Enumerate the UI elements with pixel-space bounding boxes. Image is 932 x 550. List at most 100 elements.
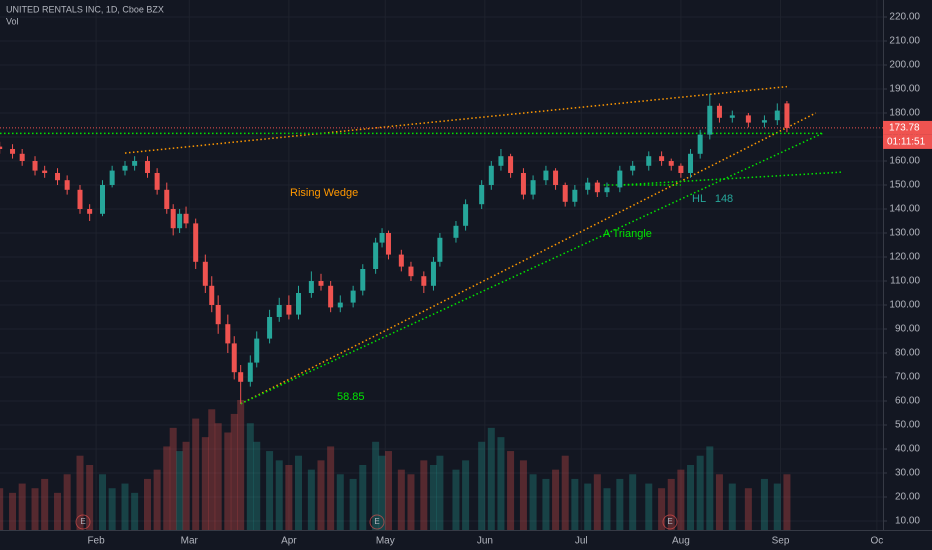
volume-bar: [131, 492, 139, 530]
volume-bar: [285, 465, 293, 530]
candle-body: [379, 232, 385, 243]
candle-body: [132, 160, 138, 166]
x-tick-label: Jul: [575, 536, 588, 547]
volume-bar: [677, 469, 685, 530]
volume-bar: [108, 488, 116, 530]
volume-bar: [208, 409, 216, 530]
candle-body: [100, 184, 106, 214]
candle-body: [64, 180, 70, 190]
candle-body: [373, 242, 379, 269]
candle-body: [745, 115, 751, 123]
candle-body: [87, 208, 93, 214]
volume-bar: [497, 437, 505, 530]
volume-bar: [529, 474, 537, 530]
candle-body: [604, 187, 610, 193]
candle-body: [209, 285, 215, 305]
earnings-markers: E E E: [75, 514, 678, 530]
volume-bar: [378, 455, 386, 530]
volume-bar: [76, 455, 84, 530]
volume-bar: [18, 483, 26, 530]
candle-body: [247, 362, 253, 382]
candle-body: [520, 172, 526, 195]
candle-body: [19, 153, 25, 161]
candle-body: [716, 105, 722, 118]
countdown-box: [883, 134, 932, 149]
candle-body: [122, 165, 128, 171]
y-tick-label: 210.00: [889, 36, 920, 47]
candle-body: [170, 208, 176, 229]
candle-body: [267, 316, 273, 339]
earnings-icon[interactable]: [369, 514, 385, 530]
volume-bar: [317, 460, 325, 530]
volume-bar: [436, 455, 444, 530]
candle-body: [408, 266, 414, 277]
candle-body: [286, 304, 292, 315]
volume-bar: [706, 446, 714, 530]
candle-body: [398, 254, 404, 267]
volume-bar: [687, 465, 695, 530]
volume-bar: [275, 460, 283, 530]
candle-body: [276, 304, 282, 317]
candle-body: [659, 156, 665, 161]
x-tick-label: Jun: [477, 536, 493, 547]
x-tick-label: Mar: [181, 536, 199, 547]
volume-bar: [645, 483, 653, 530]
volume-bar: [121, 483, 129, 530]
candle-body: [668, 160, 674, 166]
y-tick-label: 160.00: [889, 156, 920, 167]
volume-bar: [327, 446, 335, 530]
volume-bar: [593, 474, 601, 530]
volume-bar: [31, 488, 39, 530]
volume-bar: [63, 474, 71, 530]
candle-body: [543, 170, 549, 181]
volume-bar: [667, 478, 675, 530]
candle-body: [337, 302, 343, 308]
candle-body: [77, 189, 83, 209]
y-tick-label: 200.00: [889, 60, 920, 71]
candle-body: [572, 189, 578, 202]
trendline: [619, 171, 844, 186]
volume-bar: [728, 483, 736, 530]
candle-body: [296, 292, 302, 315]
annotation: HL 148: [692, 193, 733, 205]
earnings-icon[interactable]: [75, 514, 91, 530]
annotation: 58.85: [337, 391, 365, 403]
candle-body: [350, 290, 356, 303]
candle-body: [385, 232, 391, 255]
y-tick-label: 180.00: [889, 108, 920, 119]
volume-bar: [192, 418, 200, 530]
candle-body: [308, 280, 314, 293]
volume-bar: [452, 469, 460, 530]
volume-bar: [224, 432, 232, 530]
candle-body: [761, 120, 767, 123]
volume-bar: [266, 451, 274, 530]
x-tick-label: May: [376, 536, 395, 547]
volume-bar: [571, 478, 579, 530]
candle-body: [238, 372, 244, 382]
earnings-label: E: [667, 517, 672, 526]
earnings-icon[interactable]: [662, 514, 678, 530]
x-tick-label: Aug: [672, 536, 690, 547]
y-tick-label: 90.00: [895, 324, 920, 335]
candle-body: [328, 285, 334, 308]
volume-bar: [86, 465, 94, 530]
candle-body: [318, 280, 324, 286]
volume-bar: [201, 437, 209, 530]
candle-body: [585, 182, 591, 190]
candle-body: [617, 170, 623, 188]
volume-bar: [696, 455, 704, 530]
earnings-label: E: [374, 517, 379, 526]
volume-bar: [176, 451, 184, 530]
y-tick-label: 220.00: [889, 12, 920, 23]
volume-bar: [214, 423, 222, 530]
volume-bar: [584, 483, 592, 530]
volume-bar: [182, 441, 190, 530]
candle-body: [254, 338, 260, 363]
candle-body: [553, 170, 559, 185]
volume-bar: [783, 474, 791, 530]
volume-bar: [397, 469, 405, 530]
volume-bar: [143, 478, 151, 530]
candle-body: [707, 105, 713, 135]
volume-bar: [253, 441, 261, 530]
